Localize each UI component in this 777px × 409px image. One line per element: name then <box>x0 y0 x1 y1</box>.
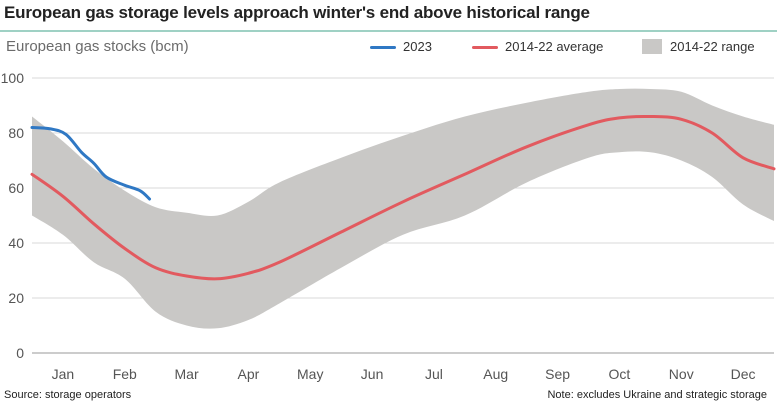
x-tick-jan: Jan <box>52 366 75 382</box>
y-tick-0: 0 <box>16 345 24 361</box>
legend-label-average: 2014-22 average <box>505 39 604 54</box>
y-tick-40: 40 <box>8 235 24 251</box>
legend-swatch-2023 <box>370 46 396 49</box>
chart-plot: 0 20 40 60 80 100 Jan Feb Mar Apr May Jun Jul Aug Sep… <box>1 70 776 382</box>
x-tick-feb: Feb <box>113 366 137 382</box>
range-band-layer <box>32 88 774 329</box>
x-tick-mar: Mar <box>175 366 199 382</box>
legend: 2023 2014-22 average 2014-22 range <box>370 37 770 57</box>
x-tick-aug: Aug <box>483 366 508 382</box>
y-tick-20: 20 <box>8 290 24 306</box>
series-line-2023 <box>30 126 151 201</box>
title-divider <box>0 30 777 32</box>
legend-swatch-average <box>472 46 498 49</box>
x-tick-may: May <box>297 366 323 382</box>
source-note: Source: storage operators <box>4 389 132 401</box>
x-tick-jul: Jul <box>425 366 443 382</box>
footnote: Note: excludes Ukraine and strategic sto… <box>547 389 767 401</box>
y-tick-60: 60 <box>8 180 24 196</box>
x-tick-oct: Oct <box>609 366 631 382</box>
chart-subtitle: European gas stocks (bcm) <box>6 38 189 55</box>
legend-label-range: 2014-22 range <box>670 39 755 54</box>
y-tick-100: 100 <box>1 70 25 86</box>
x-tick-dec: Dec <box>731 366 756 382</box>
x-tick-sep: Sep <box>545 366 570 382</box>
range-band <box>32 88 774 329</box>
y-tick-80: 80 <box>8 125 24 141</box>
x-axis-ticks: Jan Feb Mar Apr May Jun Jul Aug Sep Oct Nov Dec <box>52 366 756 382</box>
chart-title: European gas storage levels approach win… <box>4 3 590 22</box>
x-tick-apr: Apr <box>238 366 260 382</box>
x-tick-jun: Jun <box>361 366 384 382</box>
legend-label-2023: 2023 <box>403 39 432 54</box>
series-lines-layer <box>30 114 776 281</box>
series-line-average <box>30 114 776 281</box>
y-axis-ticks: 0 20 40 60 80 100 <box>1 70 25 361</box>
x-tick-nov: Nov <box>669 366 694 382</box>
legend-swatch-range <box>642 39 662 54</box>
